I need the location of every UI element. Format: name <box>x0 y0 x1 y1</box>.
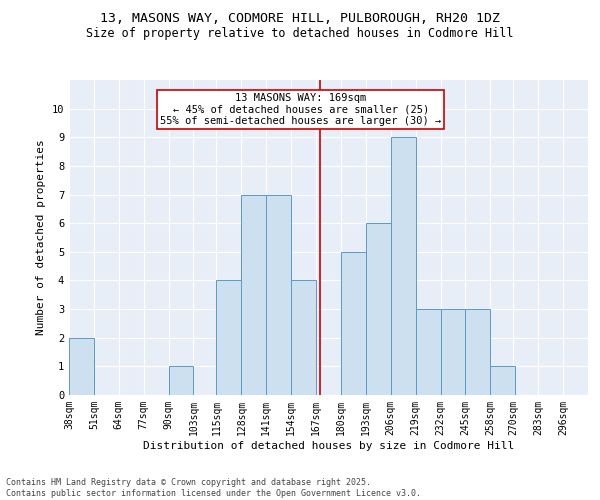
Bar <box>366 223 391 395</box>
Text: Contains HM Land Registry data © Crown copyright and database right 2025.
Contai: Contains HM Land Registry data © Crown c… <box>6 478 421 498</box>
Bar <box>416 309 440 395</box>
Bar <box>241 194 266 395</box>
Bar <box>69 338 94 395</box>
Bar <box>291 280 316 395</box>
Bar <box>266 194 291 395</box>
Bar <box>490 366 515 395</box>
X-axis label: Distribution of detached houses by size in Codmore Hill: Distribution of detached houses by size … <box>143 440 514 450</box>
Bar <box>466 309 490 395</box>
Bar <box>341 252 366 395</box>
Text: 13 MASONS WAY: 169sqm
← 45% of detached houses are smaller (25)
55% of semi-deta: 13 MASONS WAY: 169sqm ← 45% of detached … <box>160 93 442 126</box>
Bar <box>440 309 466 395</box>
Text: 13, MASONS WAY, CODMORE HILL, PULBOROUGH, RH20 1DZ: 13, MASONS WAY, CODMORE HILL, PULBOROUGH… <box>100 12 500 26</box>
Y-axis label: Number of detached properties: Number of detached properties <box>36 140 46 336</box>
Text: Size of property relative to detached houses in Codmore Hill: Size of property relative to detached ho… <box>86 28 514 40</box>
Bar <box>391 138 416 395</box>
Bar <box>169 366 193 395</box>
Bar <box>217 280 241 395</box>
